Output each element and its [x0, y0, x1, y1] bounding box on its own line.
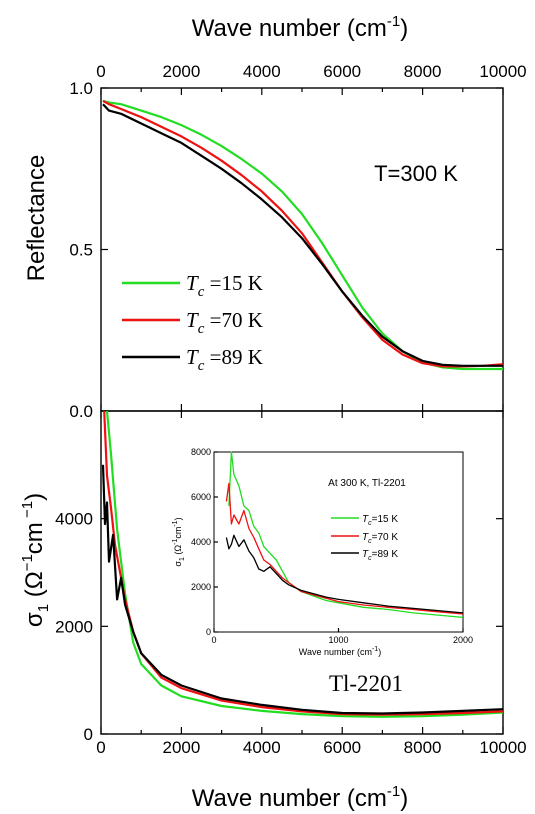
material-annotation: Tl-2201	[329, 671, 403, 696]
bottom-x-tick-label: 10000	[479, 738, 526, 757]
legend-label: Tc =70 K	[186, 308, 263, 337]
reflectance-legend: Tc =15 K Tc =70 K Tc =89 K	[122, 271, 263, 374]
conductivity-y-tick-label: 2000	[55, 617, 93, 636]
inset-line-2	[225, 482, 464, 615]
bottom-x-tick-label: 4000	[243, 738, 281, 757]
top-x-ticks: 0 2000 4000 6000 8000 10000	[96, 62, 527, 411]
reflectance-y-ticks: 0.0 0.5 1.0	[69, 79, 503, 421]
top-x-tick-label: 10000	[479, 62, 526, 81]
bottom-x-tick-label: 8000	[404, 738, 442, 757]
conductivity-y-axis-title: σ1 (Ω−1cm −1)	[19, 493, 52, 627]
inset-y-tick-label: 4000	[191, 537, 211, 547]
temperature-annotation: T=300 K	[374, 161, 458, 186]
reflectance-panel: 0 2000 4000 6000 8000 10000 0.0 0.5 1.0 Reflect…	[23, 62, 527, 421]
inset-x-tick-label: 0	[211, 635, 216, 645]
reflectance-y-tick-label: 1.0	[69, 79, 93, 98]
bottom-axis-title: Wave number (cm-1)	[192, 783, 409, 812]
reflectance-y-tick-label: 0.0	[69, 402, 93, 421]
inset-y-ticks: 0 2000 4000 6000 8000	[191, 447, 218, 637]
inset-y-tick-label: 8000	[191, 447, 211, 457]
bottom-x-ticks: 0 2000 4000 6000 8000 10000	[96, 411, 527, 757]
top-x-tick-label: 0	[96, 62, 105, 81]
top-axis-title: Wave number (cm-1)	[192, 13, 409, 42]
inset-y-axis-title: σ1 (Ω-1cm-1)	[172, 517, 186, 566]
reflectance-line-3	[102, 103, 503, 367]
inset-line-3	[225, 534, 464, 614]
inset-chart: 0 1000 2000 0 2000 4000 6000 8000 At 300 K, Tl…	[172, 447, 473, 657]
bottom-x-tick-label: 6000	[323, 738, 361, 757]
inset-y-tick-label: 0	[206, 627, 211, 637]
inset-x-tick-label: 2000	[453, 635, 473, 645]
inset-legend: Tc=15 K Tc=70 K Tc=89 K	[331, 514, 398, 562]
top-x-tick-label: 4000	[243, 62, 281, 81]
conductivity-series	[101, 410, 504, 718]
reflectance-plot-frame	[100, 87, 504, 412]
inset-y-tick-label: 2000	[191, 582, 211, 592]
conductivity-line-3	[101, 464, 504, 715]
conductivity-y-tick-label: 0	[84, 725, 93, 744]
top-x-tick-label: 6000	[323, 62, 361, 81]
inset-series	[225, 451, 464, 619]
inset-legend-label: Tc=70 K	[362, 532, 398, 545]
inset-legend-label: Tc=89 K	[362, 549, 398, 562]
top-x-tick-label: 2000	[162, 62, 200, 81]
inset-x-tick-label: 1000	[328, 635, 348, 645]
legend-label: Tc =89 K	[186, 345, 263, 374]
reflectance-line-2	[102, 99, 504, 368]
conductivity-y-tick-label: 4000	[55, 510, 93, 529]
inset-x-ticks: 0 1000 2000	[211, 628, 473, 645]
inset-y-tick-label: 6000	[191, 492, 211, 502]
inset-x-axis-title: Wave number (cm-1)	[299, 646, 381, 657]
inset-annotation: At 300 K, Tl-2201	[328, 478, 406, 489]
inset-line-1	[228, 451, 464, 619]
legend-label: Tc =15 K	[186, 271, 263, 300]
reflectance-y-axis-title: Reflectance	[23, 155, 50, 282]
reflectance-y-tick-label: 0.5	[69, 241, 93, 260]
bottom-x-tick-label: 0	[96, 738, 105, 757]
bottom-x-tick-label: 2000	[162, 738, 200, 757]
inset-legend-label: Tc=15 K	[362, 514, 398, 527]
reflectance-series	[102, 99, 504, 371]
conductivity-line-1	[105, 410, 504, 718]
conductivity-y-ticks: 0 2000 4000	[55, 510, 503, 744]
top-x-tick-label: 8000	[404, 62, 442, 81]
